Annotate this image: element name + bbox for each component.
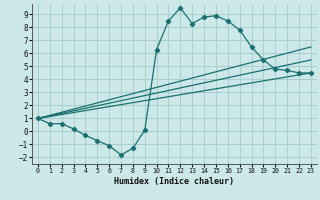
X-axis label: Humidex (Indice chaleur): Humidex (Indice chaleur) bbox=[115, 177, 234, 186]
